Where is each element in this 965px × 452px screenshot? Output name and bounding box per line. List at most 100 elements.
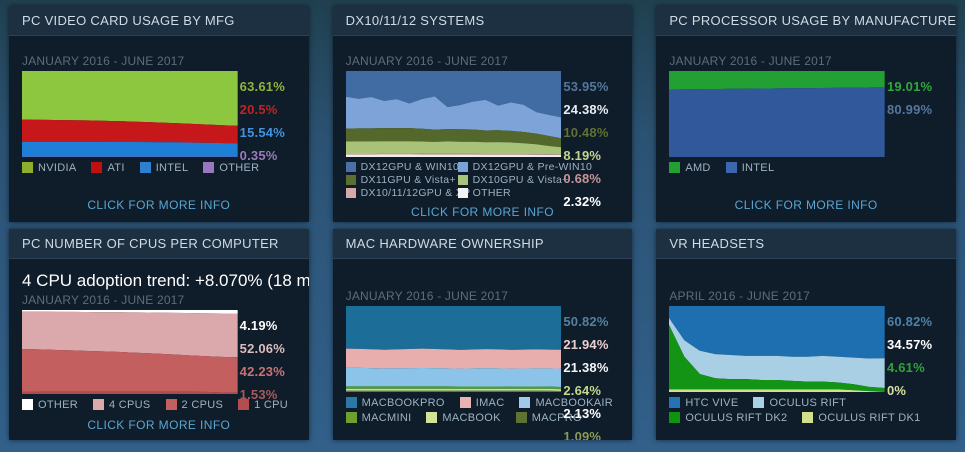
value-label: 19.01% [886, 79, 933, 94]
value-labels-column: 60.82% 34.57% 4.61% 0% [887, 310, 943, 402]
legend-item-intel: INTEL [139, 161, 189, 176]
value-label: 52.06% [239, 341, 285, 356]
chart-clip [22, 71, 238, 157]
panel-title: PC PROCESSOR USAGE BY MANUFACTURER [669, 13, 956, 28]
chart-legend: MACBOOKPRO IMAC MACBOOKAIR MACMINI MACBOOK MA… [345, 396, 620, 426]
legend-item-other: OTHER [22, 398, 78, 413]
more-info-link[interactable]: CLICK FOR MORE INFO [87, 198, 231, 212]
area-series-nvidia [22, 71, 238, 126]
area-series-4-cpus [22, 311, 238, 358]
panel-body: JANUARY 2016 - JUNE 2017 53.95% 24.38% 10.… [333, 36, 633, 222]
legend-swatch-icon [753, 397, 765, 408]
legend-item-dx10gpu-vista: DX10GPU & Vista+ [457, 174, 620, 187]
stacked-area-chart [669, 306, 885, 392]
legend-label: DX12GPU & WIN10 [360, 161, 460, 173]
legend-row: MACMINI MACBOOK MACPRO [345, 411, 620, 426]
legend-item-macbook: MACBOOK [426, 411, 500, 426]
panel-title: DX10/11/12 SYSTEMS [345, 13, 485, 28]
panel-body: APRIL 2016 - JUNE 2017 60.82% 34.57% 4.61%… [656, 259, 956, 440]
value-label: 21.94% [563, 337, 609, 352]
legend-label: INTEL [155, 162, 189, 174]
legend-swatch-icon [22, 399, 33, 410]
value-label: 0% [886, 383, 907, 398]
trend-headline: 4 CPU adoption trend: +8.070% (18 mos) [22, 271, 309, 290]
panel-title: MAC HARDWARE OWNERSHIP [345, 236, 544, 251]
value-label: 50.82% [563, 314, 609, 329]
legend-label: MACBOOKAIR [535, 397, 614, 409]
date-range-label: JANUARY 2016 - JUNE 2017 [345, 54, 509, 68]
legend-label: MACPRO [531, 412, 582, 424]
more-info-link[interactable]: CLICK FOR MORE INFO [411, 205, 554, 219]
legend-label: DX11GPU & Vista+ [360, 174, 456, 186]
panel-header: VR HEADSETS [656, 229, 956, 259]
legend-row: DX10/11/12GPU & XP OTHER [345, 187, 620, 200]
legend-swatch-icon [459, 397, 471, 408]
date-range-label: JANUARY 2016 - JUNE 2017 [669, 54, 832, 68]
area-series-macbook [345, 388, 562, 392]
area-series-dx10gpu-vista [345, 141, 562, 155]
more-info-link[interactable]: CLICK FOR MORE INFO [734, 198, 878, 212]
chart-legend: OTHER 4 CPUS 2 CPUS 1 CPU [22, 398, 296, 413]
area-series-1-cpu [22, 391, 238, 394]
area-series-dx12gpu-pre-win10 [345, 96, 562, 139]
area-series-dx10-11-12gpu-xp [345, 153, 562, 156]
legend-label: 1 CPU [254, 399, 288, 411]
legend-label: MACBOOK [442, 412, 501, 424]
legend-item-nvidia: NVIDIA [22, 161, 76, 176]
stacked-area-chart [345, 71, 562, 157]
area-series-macbookpro [345, 306, 562, 350]
legend-swatch-icon [457, 174, 468, 185]
legend-swatch-icon [802, 412, 814, 423]
value-label: 0.68% [563, 171, 602, 186]
legend-swatch-icon [345, 174, 356, 185]
chart-legend: HTC VIVE OCULUS RIFT OCULUS RIFT DK2 OCULUS… [669, 396, 943, 426]
value-label: 60.82% [886, 314, 933, 329]
stacked-area-chart [345, 306, 562, 392]
legend-swatch-icon [203, 162, 215, 173]
legend-item-imac: IMAC [459, 396, 505, 411]
panel-header: PC NUMBER OF CPUS PER COMPUTER [9, 229, 309, 259]
legend-item-oculus-rift-dk2: OCULUS RIFT DK2 [669, 411, 787, 426]
chart-legend: DX12GPU & WIN10 DX12GPU & Pre-WIN10 DX11GP… [345, 161, 620, 200]
legend-swatch-icon [426, 412, 438, 423]
date-range-label: JANUARY 2016 - JUNE 2017 [22, 54, 185, 68]
value-label: 10.48% [563, 125, 609, 140]
chart-legend: AMD INTEL [669, 161, 943, 176]
area-series-htc-vive [669, 306, 885, 359]
more-info-link[interactable]: CLICK FOR MORE INFO [87, 418, 231, 432]
legend-label: 2 CPUS [181, 399, 224, 411]
legend-item-dx12gpu-pre-win10: DX12GPU & Pre-WIN10 [457, 161, 620, 174]
legend-item-amd: AMD [669, 161, 710, 176]
chart-clip [345, 71, 562, 157]
area-series-macmini [345, 386, 562, 390]
legend-row: OCULUS RIFT DK2 OCULUS RIFT DK1 [669, 411, 943, 426]
value-labels-column: 19.01% 80.99% [887, 75, 943, 121]
panel-dx-systems: DX10/11/12 SYSTEMS JANUARY 2016 - JUNE 2… [332, 6, 633, 222]
legend-item-other: OTHER [203, 161, 259, 176]
chart-clip [22, 310, 238, 394]
value-label: 63.61% [239, 79, 285, 94]
legend-row: MACBOOKPRO IMAC MACBOOKAIR [345, 396, 620, 411]
date-range-label: JANUARY 2016 - JUNE 2017 [345, 289, 509, 303]
legend-swatch-icon [345, 161, 356, 172]
value-label: 8.19% [563, 148, 602, 163]
legend-row: DX11GPU & Vista+ DX10GPU & Vista+ [345, 174, 620, 187]
legend-swatch-icon [669, 162, 681, 173]
legend-item-oculus-rift: OCULUS RIFT [753, 396, 846, 411]
legend-label: OTHER [219, 162, 260, 174]
legend-item-macbookpro: MACBOOKPRO [345, 396, 445, 411]
chart-area: 53.95% 24.38% 10.48% 8.19% 0.68% 2.32% DX12GP… [345, 71, 620, 209]
legend-row: HTC VIVE OCULUS RIFT [669, 396, 943, 411]
chart-area: 63.61% 20.5% 15.54% 0.35% NVIDIA ATI INTEL OTH… [22, 71, 296, 176]
panel-body: JANUARY 2016 - JUNE 2017 50.82% 21.94% 21.… [333, 259, 633, 440]
area-series-macpro [345, 390, 562, 392]
value-label: 1.53% [239, 387, 278, 402]
panel-cpus-per-computer: PC NUMBER OF CPUS PER COMPUTER 4 CPU ado… [9, 229, 309, 440]
legend-swatch-icon [165, 399, 177, 410]
legend-label: OTHER [38, 399, 78, 411]
legend-swatch-icon [91, 162, 103, 173]
value-labels-column: 63.61% 20.5% 15.54% 0.35% [240, 75, 296, 167]
value-label: 1.09% [563, 429, 602, 440]
legend-row: AMD INTEL [669, 161, 943, 176]
legend-item-4-cpus: 4 CPUS [93, 398, 151, 413]
